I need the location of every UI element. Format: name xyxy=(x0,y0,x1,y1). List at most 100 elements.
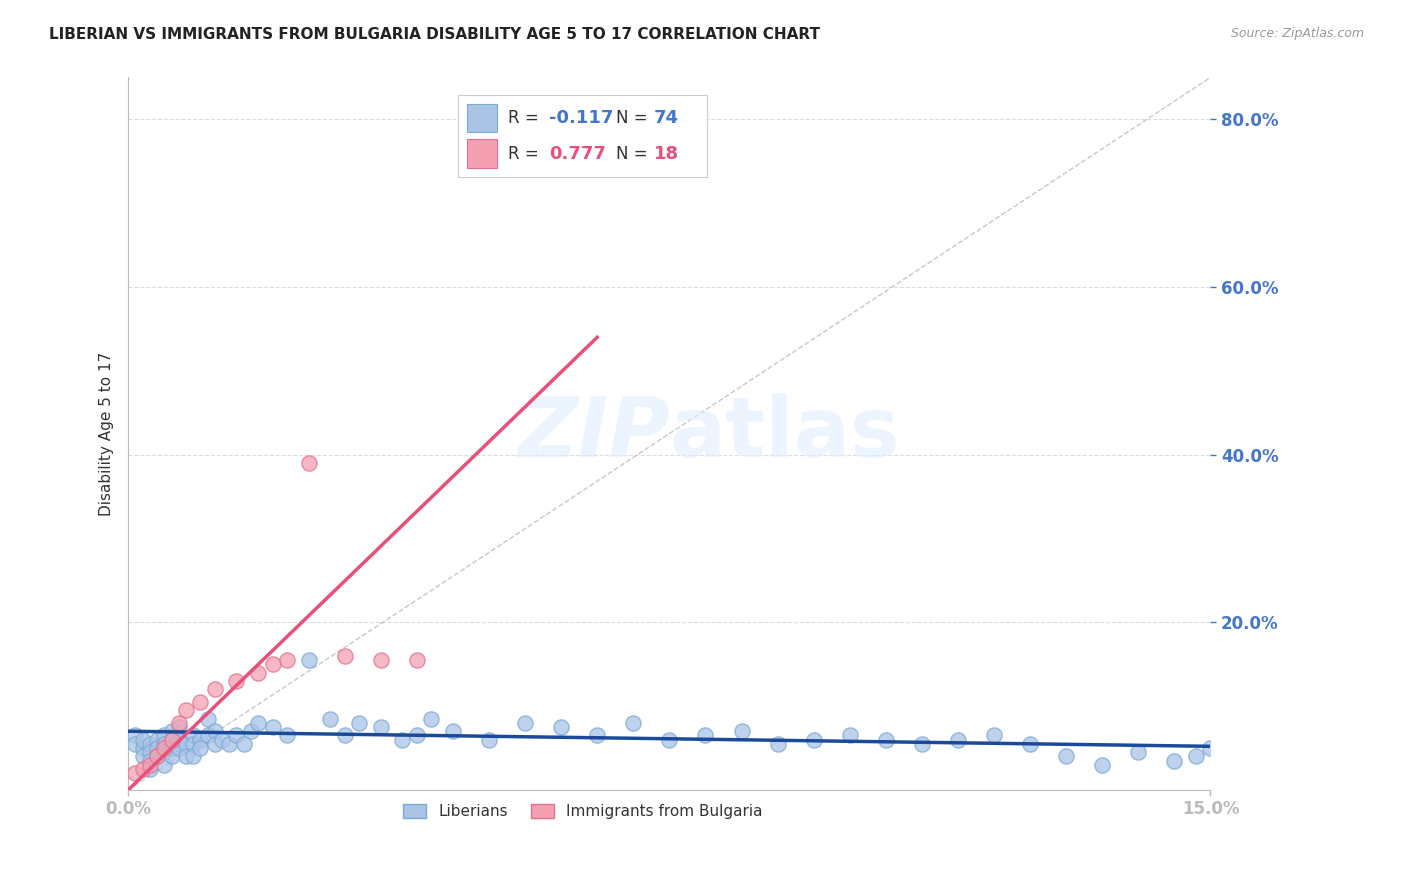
Point xyxy=(139,762,162,776)
Point xyxy=(838,728,860,742)
Text: R =: R = xyxy=(508,145,544,162)
Point xyxy=(174,749,197,764)
Point xyxy=(1213,757,1236,772)
Point xyxy=(262,720,284,734)
Point xyxy=(153,745,176,759)
Point xyxy=(298,653,321,667)
Text: R =: R = xyxy=(508,109,544,127)
Point xyxy=(139,737,162,751)
Point xyxy=(146,749,169,764)
Point xyxy=(1019,737,1042,751)
Point xyxy=(153,741,176,756)
Point xyxy=(153,737,176,751)
Point xyxy=(153,757,176,772)
Point xyxy=(586,728,609,742)
Point xyxy=(160,732,183,747)
Point xyxy=(167,732,190,747)
Point xyxy=(146,741,169,756)
Point xyxy=(131,749,153,764)
Point xyxy=(197,728,219,742)
Point xyxy=(695,728,717,742)
Point xyxy=(875,732,897,747)
Point xyxy=(766,737,789,751)
Point xyxy=(190,695,212,709)
Text: 74: 74 xyxy=(654,109,679,127)
Point xyxy=(333,728,356,742)
Point xyxy=(911,737,934,751)
Point xyxy=(146,732,169,747)
Point xyxy=(1185,749,1208,764)
Point xyxy=(174,737,197,751)
Point xyxy=(391,732,413,747)
Point xyxy=(441,724,464,739)
Point xyxy=(983,728,1005,742)
Point xyxy=(167,741,190,756)
Point xyxy=(174,703,197,717)
Point xyxy=(160,749,183,764)
Point xyxy=(420,712,443,726)
FancyBboxPatch shape xyxy=(467,103,498,132)
Point xyxy=(1054,749,1077,764)
Point xyxy=(146,749,169,764)
Point xyxy=(139,745,162,759)
Point xyxy=(276,728,298,742)
Point xyxy=(370,720,392,734)
Y-axis label: Disability Age 5 to 17: Disability Age 5 to 17 xyxy=(100,351,114,516)
Point xyxy=(124,766,146,780)
FancyBboxPatch shape xyxy=(467,139,498,168)
Point xyxy=(167,715,190,730)
Point xyxy=(211,732,233,747)
Point xyxy=(153,728,176,742)
Point xyxy=(160,724,183,739)
Point xyxy=(167,720,190,734)
Point xyxy=(160,741,183,756)
Point xyxy=(181,737,204,751)
Text: ZIP: ZIP xyxy=(517,393,669,475)
Point xyxy=(225,728,247,742)
Point xyxy=(298,456,321,470)
Point xyxy=(190,732,212,747)
Point xyxy=(405,653,427,667)
Text: 18: 18 xyxy=(654,145,679,162)
Point xyxy=(1199,741,1222,756)
Point xyxy=(131,741,153,756)
Point xyxy=(370,653,392,667)
Point xyxy=(225,673,247,688)
Point xyxy=(730,724,752,739)
Point xyxy=(803,732,825,747)
Text: atlas: atlas xyxy=(669,393,900,475)
Point xyxy=(204,737,226,751)
Point xyxy=(181,728,204,742)
Point xyxy=(139,754,162,768)
Point xyxy=(262,657,284,672)
Point xyxy=(478,732,501,747)
Point xyxy=(204,724,226,739)
Point xyxy=(190,741,212,756)
FancyBboxPatch shape xyxy=(458,95,707,178)
Point xyxy=(247,715,270,730)
Point xyxy=(232,737,254,751)
Point xyxy=(1163,754,1185,768)
Text: N =: N = xyxy=(616,145,654,162)
Text: 0.777: 0.777 xyxy=(550,145,606,162)
Point xyxy=(513,715,536,730)
Point xyxy=(160,732,183,747)
Text: -0.117: -0.117 xyxy=(550,109,613,127)
Point xyxy=(197,712,219,726)
Point xyxy=(139,757,162,772)
Point xyxy=(131,762,153,776)
Point xyxy=(405,728,427,742)
Point xyxy=(621,715,644,730)
Point xyxy=(124,737,146,751)
Point xyxy=(124,728,146,742)
Point xyxy=(1128,745,1150,759)
Point xyxy=(347,715,370,730)
Legend: Liberians, Immigrants from Bulgaria: Liberians, Immigrants from Bulgaria xyxy=(396,797,769,825)
Text: N =: N = xyxy=(616,109,654,127)
Point xyxy=(946,732,969,747)
Point xyxy=(550,720,572,734)
Point xyxy=(276,653,298,667)
Text: LIBERIAN VS IMMIGRANTS FROM BULGARIA DISABILITY AGE 5 TO 17 CORRELATION CHART: LIBERIAN VS IMMIGRANTS FROM BULGARIA DIS… xyxy=(49,27,820,42)
Text: Source: ZipAtlas.com: Source: ZipAtlas.com xyxy=(1230,27,1364,40)
Point xyxy=(218,737,240,751)
